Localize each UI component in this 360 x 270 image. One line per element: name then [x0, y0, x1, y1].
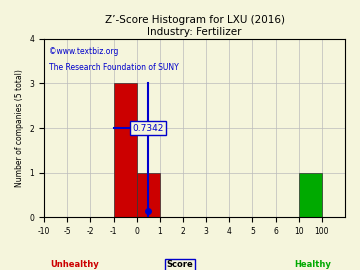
- Y-axis label: Number of companies (5 total): Number of companies (5 total): [15, 69, 24, 187]
- Title: Z’-Score Histogram for LXU (2016)
Industry: Fertilizer: Z’-Score Histogram for LXU (2016) Indust…: [104, 15, 284, 37]
- Text: Healthy: Healthy: [294, 260, 331, 269]
- Text: Score: Score: [167, 260, 193, 269]
- Text: 0.7342: 0.7342: [132, 124, 164, 133]
- Text: The Research Foundation of SUNY: The Research Foundation of SUNY: [49, 63, 179, 72]
- Bar: [113, 83, 137, 217]
- Bar: [299, 173, 322, 217]
- Text: Unhealthy: Unhealthy: [50, 260, 99, 269]
- Text: ©www.textbiz.org: ©www.textbiz.org: [49, 47, 118, 56]
- Bar: [137, 173, 160, 217]
